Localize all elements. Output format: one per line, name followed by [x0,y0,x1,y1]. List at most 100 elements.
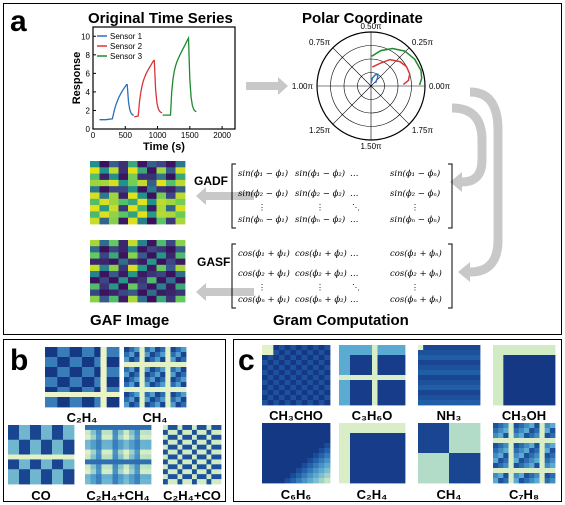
panel-b-gaf-1-cell [139,382,146,388]
panel-c-gaf-4-cell [318,438,325,444]
gasf-image-cell [118,258,129,266]
panel-c-gaf-5-cell [372,448,378,454]
panel-b-gaf-4-cell [216,464,222,470]
panel-c-gaf-2-cell [474,395,481,401]
panel-c-gaf-1-cell [399,390,406,396]
gasf-image-cell [90,252,100,259]
panel-b-gaf-4-cell [211,429,217,436]
panel-b-gaf-2-cell [41,459,47,465]
panel-c-gaf-3-cell [529,375,535,381]
panel-c-gaf-0-cell [324,385,331,391]
panel-b-gaf-0-cell [75,352,83,358]
panel-c-gaf-3-cell [529,350,535,356]
panel-c-gaf-6-cell [449,443,455,449]
panel-c-gaf-5-cell [377,423,384,429]
panel-c-gaf-7-cell [524,463,530,469]
panel-c-gaf-1-cell [366,360,373,366]
gadf-image-cell [109,173,119,181]
panel-c-gaf-4-cell [267,443,274,449]
panel-b-gaf-1-cell [134,362,140,368]
panel-c-gaf-1-cell [372,350,378,356]
panel-c-gaf-6-cell [449,473,455,479]
panel-b-gaf-3-cell [118,444,124,450]
panel-b-gaf-4-cell [177,454,183,460]
panel-b-gaf-0-cell [51,397,58,403]
panel-b-gaf-4-cell [211,434,217,441]
panel-c-gaf-6-cell [474,468,481,474]
panel-b-gaf-3-cell [85,439,91,446]
gadf-image-cell [118,161,129,168]
panel-b-gaf-1-cell [134,347,140,353]
panel-b-gaf-2-cell [19,444,25,450]
polar-tick-label: 1.50π [360,142,382,151]
panel-b-gaf-3-cell [90,429,97,436]
panel-c-gaf-6-cell [428,453,434,459]
panel-c-gaf-3-cell [498,350,504,356]
panel-c-gaf-4-cell [262,473,269,479]
panel-c-gaf-4-cell [324,463,331,469]
panel-b-gaf-3-cell [107,464,113,470]
panel-c-gaf-3-cell [529,395,535,401]
panel-b-gaf-0-cell [112,352,120,358]
panel-c-gaf-6-cell [469,478,476,484]
panel-b-gaf-4-cell [211,454,217,460]
panel-c-gaf-6-cell [449,438,455,444]
panel-b-gaf-3-cell [96,459,102,465]
panel-c-gaf-0-cell [318,360,325,366]
panel-c-gaf-5-cell [399,448,406,454]
gasf-image-cell [166,283,176,290]
panel-b-gaf-1-cell [180,372,187,378]
panel-c-gaf-1-cell [394,355,400,361]
panel-b-gaf-1-cell [180,402,187,408]
gadf-image-cell [118,217,129,225]
gadf-image-cell [175,211,186,219]
legend-entry: Sensor 3 [110,52,143,61]
panel-c-gaf-1-cell [350,380,356,386]
panel-c-gaf-6-cell [474,478,481,484]
panel-b-gaf-2-cell [35,479,42,485]
panel-c-gaf-7-cell [539,463,546,469]
gadf-image-cell [166,192,176,200]
panel-c-gaf-6-cell [423,433,429,439]
panel-c-gaf-5-cell [372,438,378,444]
panel-c-gaf-2-cell [449,395,455,401]
panel-c-gaf-7-cell [539,453,546,459]
panel-b-gaf-0-cell [75,367,83,373]
gasf-image-cell [147,264,157,272]
panel-c-gaf-4-cell [284,468,291,474]
panel-b-gaf-4-cell [211,479,217,485]
panel-b-gaf-0-cell [82,387,89,393]
panel-c-gaf-0-cell [307,365,314,371]
panel-c-gaf-6-cell [449,423,455,429]
gadf-image-cell [128,161,138,168]
panel-b-gaf-2-cell [8,439,14,446]
panel-b-gaf-4-cell [167,454,174,460]
panel-b-gaf-4-cell [206,459,212,465]
panel-b-gaf-0-cell [51,347,58,353]
gadf-image-cell [137,211,148,219]
panel-c-gaf-0-cell [267,395,274,401]
panel-c-gaf-3-cell [549,365,556,371]
panel-c-gaf-2-cell [464,380,471,386]
panel-b-gaf-2-cell [52,454,58,460]
panel-c-gaf-5-cell [388,443,395,449]
panel-b-gaf-1-cell [129,347,135,353]
panel-c-gaf-5-cell [355,453,362,459]
panel-c-gaf-3-cell [493,355,499,361]
gasf-image-cell [90,264,100,272]
panel-c-gaf-7-cell [513,433,520,439]
panel-b-gaf-4-cell [187,429,193,436]
panel-c-gaf-1-cell [377,355,384,361]
panel-c-gaf-0-cell [318,370,325,376]
panel-c-gaf-7-cell [503,423,509,429]
gadf-matrix-vdots: ⋮ [258,203,266,212]
panel-c-gaf-4-cell [279,433,286,439]
panel-c-gaf-7-cell [493,468,499,474]
gadf-image-cell [137,205,148,212]
panel-c-gaf-7-cell [549,468,556,474]
panel-c-gaf-0 [262,345,331,406]
panel-b-gaf-1-cell [129,387,135,393]
panel-c-gaf-6-cell [443,478,450,484]
panel-b-gaf-2-cell [63,429,69,436]
panel-b-gaf-2-cell [41,479,47,485]
